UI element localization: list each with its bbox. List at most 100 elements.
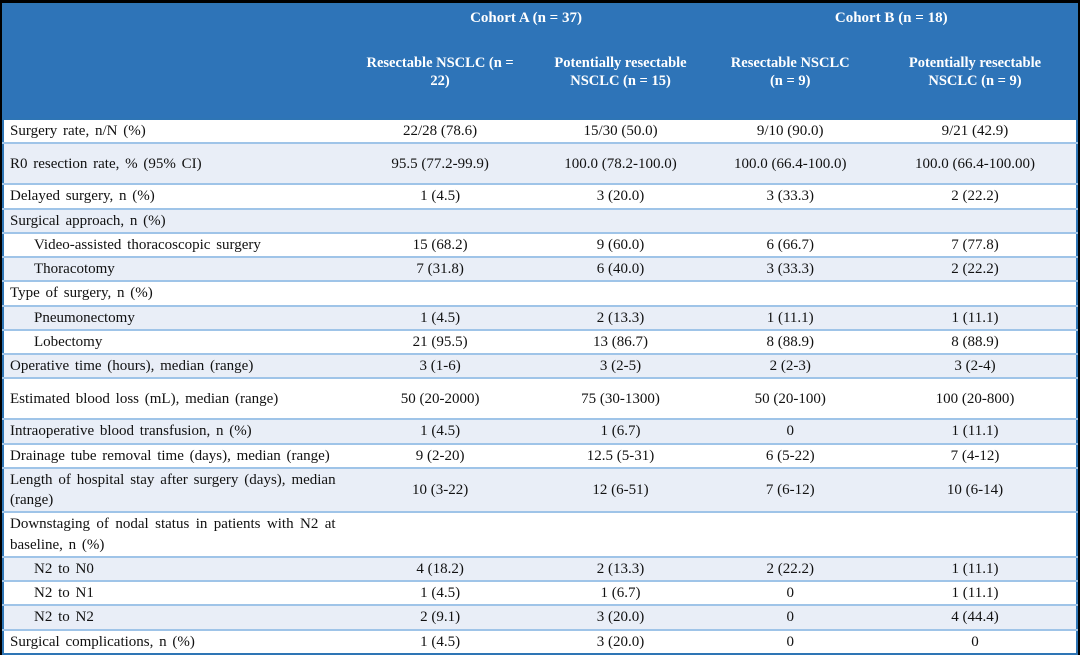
- row-value: 0: [786, 423, 794, 440]
- table-row: Surgery rate, n/N (%) 22/28 (78.6) 15/30 (…: [3, 119, 1077, 143]
- row-value: 0: [786, 609, 794, 626]
- row-value: 2 (22.2): [951, 188, 999, 205]
- table-header: Cohort A (n = 37) Cohort B (n = 18) Rese…: [3, 3, 1077, 119]
- row-value: 9 (2-20): [415, 447, 465, 464]
- row-label: Surgical complications, n (%): [10, 633, 195, 650]
- table-row: N2 to N1 1 (4.5) 1 (6.7) 0 1 (11.1): [3, 581, 1077, 605]
- column-header-resectable-a: Resectable NSCLC (n = 22): [345, 30, 535, 119]
- table-row: Length of hospital stay after surgery (d…: [3, 467, 1077, 513]
- column-header-potentially-resectable-a: Potentially resectable NSCLC (n = 15): [534, 30, 707, 119]
- row-value: 100.0 (78.2-100.0): [564, 155, 677, 172]
- row-value: 9/21 (42.9): [941, 123, 1009, 139]
- row-value: 1 (6.7): [600, 423, 641, 440]
- row-value: 7 (31.8): [416, 261, 464, 277]
- row-label: R0 resection rate, % (95% CI): [10, 155, 202, 172]
- table-row: Lobectomy 21 (95.5) 13 (86.7) 8 (88.9) 8 (88…: [3, 329, 1077, 354]
- row-label: Video-assisted thoracoscopic surgery: [34, 236, 261, 253]
- table-body: Surgery rate, n/N (%) 22/28 (78.6) 15/30 (…: [3, 119, 1077, 654]
- row-value: 1 (4.5): [420, 188, 461, 205]
- row-value: 9 (60.0): [596, 236, 645, 253]
- column-header-potentially-resectable-b: Potentially resectable NSCLC (n = 9): [873, 30, 1077, 119]
- table-row: N2 to N2 2 (9.1) 3 (20.0) 0 4 (44.4): [3, 605, 1077, 630]
- row-value: 15/30 (50.0): [583, 123, 658, 139]
- row-value: [346, 209, 535, 233]
- row-value: 21 (95.5): [412, 333, 468, 350]
- table-row: Delayed surgery, n (%) 1 (4.5) 3 (20.0) 3 (…: [3, 184, 1077, 208]
- row-label: Intraoperative blood transfusion, n (%): [10, 423, 252, 440]
- row-label: N2 to N0: [34, 560, 94, 577]
- table-row: Thoracotomy 7 (31.8) 6 (40.0) 3 (33.3) 2 (22…: [3, 257, 1077, 282]
- row-value: 12.5 (5-31): [586, 447, 655, 464]
- row-value: 1 (11.1): [951, 309, 999, 326]
- row-value: 12 (6-51): [592, 481, 649, 498]
- row-value: 4 (18.2): [416, 560, 464, 577]
- row-label: Lobectomy: [34, 333, 103, 350]
- row-value: 1 (11.1): [951, 585, 999, 601]
- row-label: Type of surgery, n (%): [10, 285, 153, 302]
- row-value: 8 (88.9): [951, 333, 999, 350]
- row-value: 2 (13.3): [596, 309, 645, 326]
- row-value: 95.5 (77.2-99.9): [391, 155, 489, 172]
- row-value: 3 (1-6): [419, 358, 461, 374]
- row-value: 7 (4-12): [950, 447, 1000, 464]
- row-value: [535, 512, 707, 557]
- corner-cell: [3, 3, 346, 119]
- table-row: Pneumonectomy 1 (4.5) 2 (13.3) 1 (11.1) 1 (1…: [3, 305, 1077, 330]
- table-row: N2 to N0 4 (18.2) 2 (13.3) 2 (22.2) 1 (11.1): [3, 556, 1077, 581]
- row-label: N2 to N1: [34, 585, 94, 601]
- table-row: Type of surgery, n (%): [3, 281, 1077, 305]
- row-value: [346, 281, 535, 305]
- row-value: 1 (4.5): [420, 633, 461, 650]
- row-label: Estimated blood loss (mL), median (range…: [10, 390, 279, 407]
- row-value: 7 (6-12): [765, 481, 815, 498]
- surgical-outcomes-table-frame: Cohort A (n = 37) Cohort B (n = 18) Rese…: [2, 3, 1078, 655]
- table-row: Intraoperative blood transfusion, n (%) 1…: [3, 419, 1077, 444]
- table-row: Downstaging of nodal status in patients …: [3, 512, 1077, 557]
- row-value: 2 (13.3): [596, 560, 645, 577]
- row-value: 10 (3-22): [411, 481, 469, 498]
- row-value: [874, 281, 1077, 305]
- row-value: 2 (2-3): [769, 358, 811, 374]
- row-label: Length of hospital stay after surgery (d…: [10, 471, 336, 508]
- table-row: R0 resection rate, % (95% CI) 95.5 (77.2-…: [3, 143, 1077, 185]
- row-label: Delayed surgery, n (%): [10, 188, 155, 205]
- row-value: 100.0 (66.4-100.0): [733, 155, 847, 172]
- row-value: 4 (44.4): [951, 609, 999, 626]
- row-value: 15 (68.2): [412, 236, 468, 253]
- table-row: Estimated blood loss (mL), median (range…: [3, 378, 1077, 419]
- row-label: N2 to N2: [34, 609, 94, 626]
- row-value: 6 (5-22): [765, 447, 815, 464]
- row-value: [706, 281, 874, 305]
- row-value: 22/28 (78.6): [403, 123, 478, 139]
- row-value: 10 (6-14): [946, 481, 1004, 498]
- column-header-resectable-b: Resectable NSCLC (n = 9): [706, 30, 874, 119]
- row-value: 3 (33.3): [766, 188, 814, 205]
- row-label: Operative time (hours), median (range): [10, 358, 254, 374]
- table-row: Surgical complications, n (%) 1 (4.5) 3 (2…: [3, 629, 1077, 654]
- row-value: 1 (6.7): [600, 585, 641, 601]
- row-value: [706, 209, 874, 233]
- row-value: 6 (66.7): [766, 236, 814, 253]
- row-value: 1 (4.5): [420, 423, 461, 440]
- row-value: 1 (11.1): [951, 560, 999, 577]
- row-value: 50 (20-2000): [400, 390, 480, 407]
- row-value: [874, 209, 1077, 233]
- row-value: 2 (22.2): [766, 560, 814, 577]
- row-value: [874, 512, 1077, 557]
- row-value: 2 (9.1): [420, 609, 461, 626]
- row-value: 0: [971, 633, 979, 650]
- row-value: 3 (33.3): [766, 261, 814, 277]
- table-row: Operative time (hours), median (range) 3 …: [3, 354, 1077, 379]
- row-value: [346, 512, 535, 557]
- row-value: 50 (20-100): [754, 390, 826, 407]
- row-value: 8 (88.9): [766, 333, 814, 350]
- row-value: 1 (11.1): [766, 309, 814, 326]
- surgical-outcomes-table: Cohort A (n = 37) Cohort B (n = 18) Rese…: [2, 3, 1078, 655]
- cohort-a-header: Cohort A (n = 37): [345, 3, 707, 30]
- row-value: 13 (86.7): [593, 333, 649, 350]
- row-label: Surgery rate, n/N (%): [10, 123, 146, 139]
- row-value: 100 (20-800): [935, 390, 1015, 407]
- cohort-header-row: Cohort A (n = 37) Cohort B (n = 18): [3, 3, 1077, 119]
- row-label: Thoracotomy: [34, 261, 115, 277]
- row-value: 3 (2-4): [954, 358, 996, 374]
